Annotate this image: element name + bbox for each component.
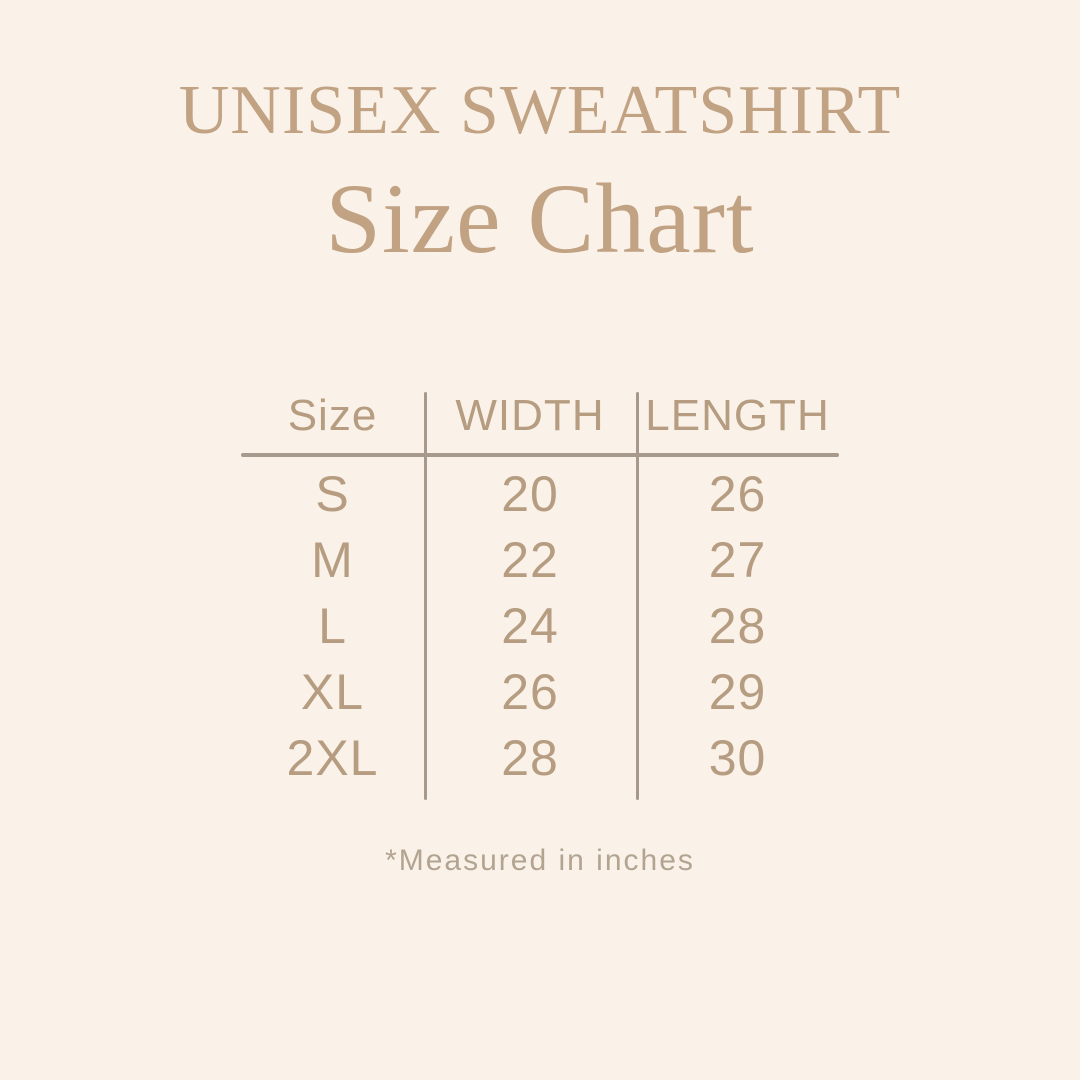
column-header-width: WIDTH <box>455 391 605 441</box>
width-value: 28 <box>501 729 559 786</box>
column-header-size: Size <box>287 391 378 441</box>
page-title: UNISEX SWEATSHIRT <box>178 72 902 149</box>
length-value: 28 <box>708 597 767 654</box>
header-divider-line <box>241 452 839 457</box>
table-header-row: Size WIDTH LENGTH <box>241 380 839 453</box>
table-row: XL 26 29 <box>241 659 839 725</box>
size-value: M <box>311 531 354 588</box>
width-value: 24 <box>501 597 559 654</box>
length-value: 26 <box>708 465 767 522</box>
width-value: 26 <box>501 663 559 720</box>
size-table: Size WIDTH LENGTH S 20 26 M 22 27 L 24 2… <box>241 380 839 800</box>
size-value: XL <box>300 663 365 720</box>
width-value: 22 <box>501 531 559 588</box>
size-value: S <box>315 465 350 522</box>
column-divider-line-1 <box>424 391 427 800</box>
size-value: L <box>318 597 347 654</box>
size-value: 2XL <box>286 729 379 786</box>
length-value: 30 <box>708 729 767 786</box>
page-subtitle: Size Chart <box>325 162 755 274</box>
footnote: *Measured in inches <box>385 843 695 877</box>
width-value: 20 <box>501 465 559 522</box>
table-body: S 20 26 M 22 27 L 24 28 XL 26 29 2XL <box>241 461 839 791</box>
table-row: M 22 27 <box>241 527 839 593</box>
length-value: 29 <box>708 663 767 720</box>
column-divider-line-2 <box>636 391 639 800</box>
length-value: 27 <box>708 531 767 588</box>
table-row: L 24 28 <box>241 593 839 659</box>
table-row: 2XL 28 30 <box>241 725 839 791</box>
table-row: S 20 26 <box>241 461 839 527</box>
column-header-length: LENGTH <box>645 391 830 441</box>
